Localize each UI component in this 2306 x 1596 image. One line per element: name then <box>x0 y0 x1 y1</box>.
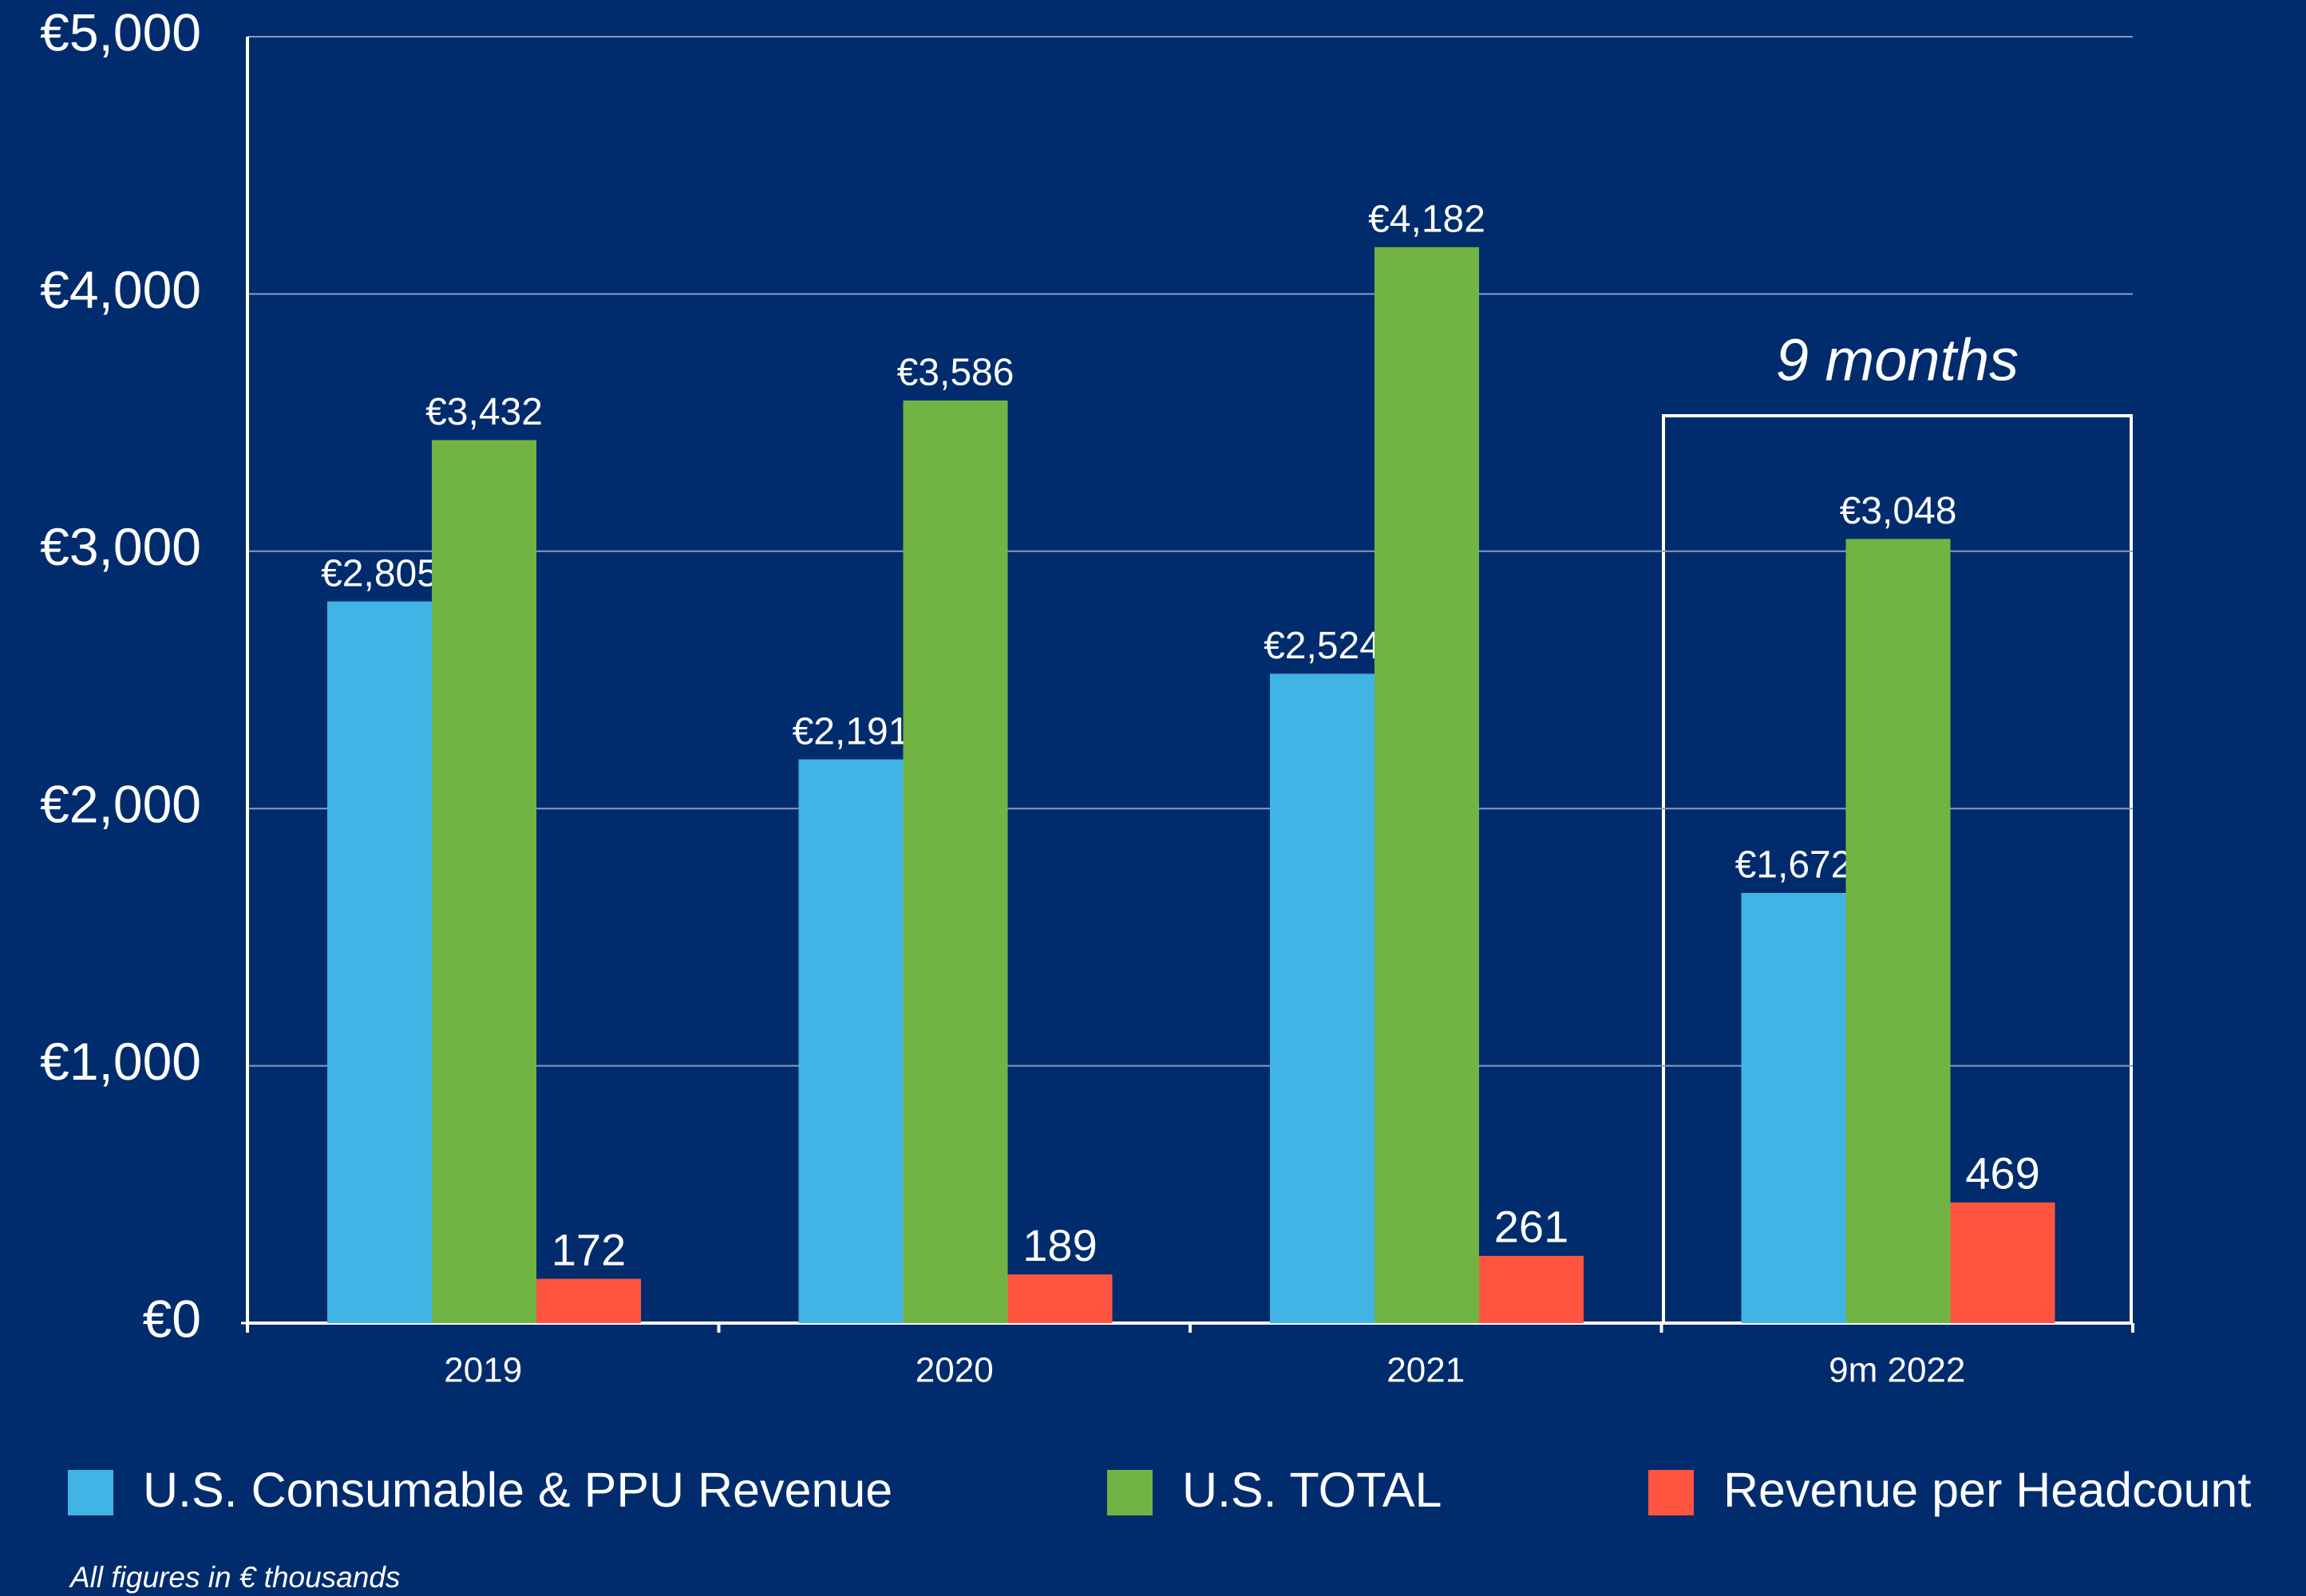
y-tick-label: €2,000 <box>40 775 201 834</box>
data-label: 261 <box>1494 1202 1568 1252</box>
x-tick-label: 2020 <box>916 1351 994 1390</box>
data-label: €2,191 <box>793 710 910 753</box>
data-label: 469 <box>1965 1148 2039 1199</box>
bar <box>903 400 1008 1324</box>
legend-label: Revenue per Headcount <box>1723 1463 2251 1517</box>
y-tick-label: €4,000 <box>40 260 201 319</box>
bar <box>1479 1255 1584 1323</box>
bar <box>798 759 904 1323</box>
y-tick-label: €3,000 <box>40 517 201 576</box>
bar <box>327 601 432 1323</box>
bar <box>1845 539 1951 1323</box>
x-tick-label: 2019 <box>444 1351 522 1390</box>
legend-label: U.S. Consumable & PPU Revenue <box>143 1463 892 1517</box>
data-label: €3,432 <box>425 391 543 433</box>
bar <box>1375 247 1479 1324</box>
legend-swatch <box>68 1470 113 1515</box>
y-tick-label: €1,000 <box>40 1032 201 1091</box>
bar <box>432 440 536 1323</box>
footnote: All figures in € thousands <box>69 1561 400 1594</box>
legend-swatch <box>1648 1470 1694 1515</box>
data-label: 189 <box>1022 1220 1097 1270</box>
bar <box>536 1278 641 1323</box>
data-label: €3,586 <box>897 352 1015 394</box>
y-tick-label: €0 <box>143 1289 201 1348</box>
data-label: €2,524 <box>1264 625 1381 667</box>
data-label: €1,672 <box>1735 844 1853 887</box>
legend-label: U.S. TOTAL <box>1182 1463 1442 1517</box>
legend-swatch <box>1107 1470 1153 1515</box>
data-label: €3,048 <box>1840 490 1957 532</box>
bar <box>1741 892 1846 1323</box>
x-tick-label: 9m 2022 <box>1829 1351 1965 1390</box>
data-label: €2,805 <box>321 552 438 595</box>
data-label: 172 <box>552 1224 626 1274</box>
bar <box>1007 1274 1113 1323</box>
y-tick-label: €5,000 <box>40 2 201 61</box>
x-tick-label: 2021 <box>1386 1351 1465 1390</box>
annotation: 9 months <box>1776 327 2019 393</box>
bar <box>1950 1202 2055 1323</box>
data-label: €4,182 <box>1368 198 1485 240</box>
bar <box>1270 674 1375 1323</box>
